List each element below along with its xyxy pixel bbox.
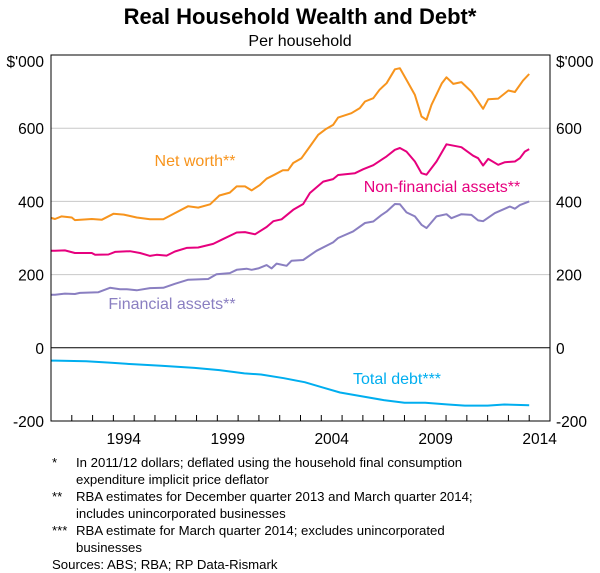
series-line-financial-assets <box>51 200 530 296</box>
plot-frame <box>50 54 551 422</box>
label-net-worth: Net worth** <box>155 153 236 170</box>
x-tick-label: 1999 <box>210 431 244 448</box>
footnote-line: RBA estimates for December quarter 2013 … <box>76 489 473 504</box>
series-line-non-financial-assets <box>51 143 530 257</box>
footnote-line: expenditure implicit price deflator <box>76 472 269 487</box>
chart-title: Real Household Wealth and Debt* <box>124 4 477 29</box>
series-line-total-debt <box>51 359 530 407</box>
footnote-line: includes unincorporated businesses <box>76 506 286 521</box>
series-line-net-worth <box>50 67 530 222</box>
chart: Real Household Wealth and Debt* Per hous… <box>7 4 594 448</box>
y-tick-label-left: -200 <box>13 414 44 431</box>
footnote-marker: * <box>52 455 58 470</box>
y-tick-label-right: 0 <box>556 341 565 358</box>
x-tick-label: 2009 <box>418 431 452 448</box>
y-unit-right: $'000 <box>556 54 594 71</box>
y-tick-label-left: 400 <box>18 194 44 211</box>
footnote: *** RBA estimate for March quarter 2014; … <box>52 522 592 556</box>
y-tick-label-right: -200 <box>556 414 587 431</box>
footnote-line: businesses <box>76 540 142 555</box>
label-non-financial-assets: Non-financial assets** <box>364 179 521 196</box>
sources: Sources: ABS; RBA; RP Data-Rismark <box>52 557 278 572</box>
footnote: * In 2011/12 dollars; deflated using the … <box>52 454 592 488</box>
y-unit-left: $'000 <box>7 54 45 71</box>
x-tick-label: 1994 <box>107 431 142 448</box>
y-tick-label-left: 200 <box>18 268 44 285</box>
footnote-line: In 2011/12 dollars; deflated using the h… <box>76 455 463 470</box>
chart-subtitle: Per household <box>248 33 351 50</box>
footnotes: * In 2011/12 dollars; deflated using the … <box>52 454 592 573</box>
y-tick-label-left: 0 <box>35 341 44 358</box>
y-tick-label-right: 200 <box>556 268 582 285</box>
x-tick-label: 2014 <box>522 431 557 448</box>
y-tick-label-right: 400 <box>556 194 582 211</box>
footnote-marker: *** <box>52 523 68 538</box>
y-tick-label-right: 600 <box>556 121 582 138</box>
footnote-line: RBA estimate for March quarter 2014; exc… <box>76 523 445 538</box>
footnote: ** RBA estimates for December quarter 201… <box>52 488 592 522</box>
footnote-marker: ** <box>52 489 63 504</box>
label-financial-assets: Financial assets** <box>108 296 235 313</box>
y-tick-label-left: 600 <box>18 121 44 138</box>
label-total-debt: Total debt*** <box>353 371 441 388</box>
x-tick-label: 2004 <box>314 431 349 448</box>
